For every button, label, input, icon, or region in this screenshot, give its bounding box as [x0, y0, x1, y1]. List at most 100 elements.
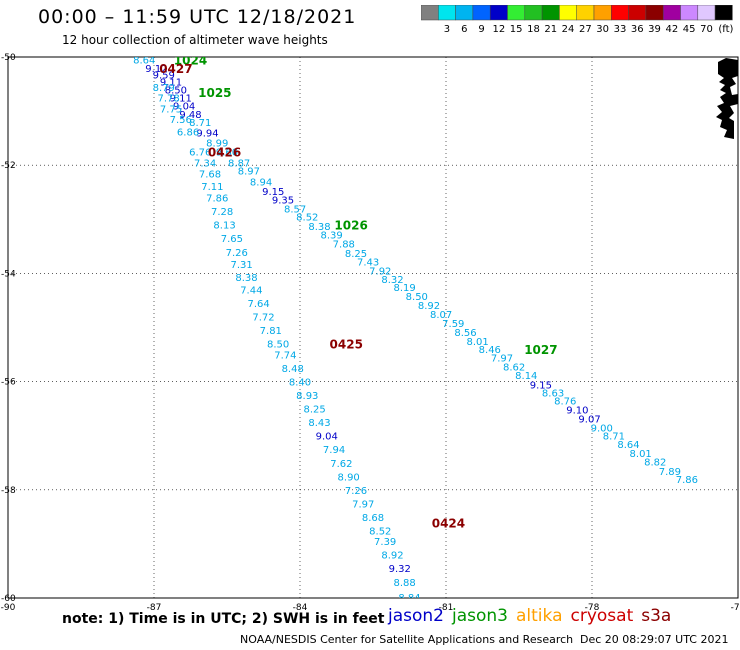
wave-height-label: 7.59 — [442, 319, 464, 330]
lon-tick-label: -78 — [585, 603, 600, 612]
wave-height-label: 8.63 — [542, 388, 564, 399]
wave-height-label: 8.46 — [479, 345, 501, 356]
wave-height-label: 7.92 — [369, 267, 391, 278]
satellite-legend: jason2 jason3 altika cryosat s3a — [388, 606, 679, 626]
lat-tick-label: -52 — [1, 161, 16, 171]
wave-height-label: 8.43 — [308, 418, 330, 429]
lat-tick-label: -56 — [1, 378, 16, 388]
wave-height-label: 7.65 — [221, 234, 243, 245]
wave-height-label: 8.48 — [282, 364, 304, 375]
wave-height-label: 7.88 — [333, 240, 355, 251]
wave-height-label: 7.78 — [157, 94, 179, 105]
lat-tick-label: -54 — [1, 269, 16, 279]
orbit-number-label: 0425 — [330, 338, 363, 352]
wave-height-label: 7.43 — [357, 257, 379, 268]
wave-height-label: 6.76 — [189, 148, 211, 159]
wave-height-label: 7.26 — [226, 248, 248, 259]
wave-height-label: 8.40 — [289, 378, 311, 389]
generated-timestamp: Dec 20 08:29:07 UTC 2021 — [580, 633, 729, 646]
wave-height-label: 8.92 — [381, 551, 403, 562]
wave-height-label: 8.38 — [308, 222, 330, 233]
wave-height-label: 8.50 — [406, 292, 428, 303]
colorbar-label: 30 — [596, 24, 609, 35]
wave-height-label: 8.94 — [250, 177, 272, 188]
wave-height-label: 8.01 — [630, 449, 652, 460]
wave-height-label: 7.11 — [201, 182, 223, 193]
lon-tick-label: -81 — [439, 603, 454, 612]
wave-height-label: 8.97 — [238, 167, 260, 178]
wave-height-label: 9.15 — [530, 380, 552, 391]
wave-height-label: 7.31 — [230, 260, 252, 271]
orbit-number-label: 0427 — [159, 62, 192, 76]
satellite-legend-item: altika — [516, 606, 563, 626]
wave-height-label: 9.10 — [566, 406, 588, 417]
wave-height-label: 7.75 — [160, 104, 182, 115]
wave-height-label: 9.32 — [389, 564, 411, 575]
wave-height-label: 8.13 — [213, 221, 235, 232]
wave-height-label: 8.87 — [228, 158, 250, 169]
wave-height-label: 9.12 — [145, 64, 167, 75]
wave-height-label: 9.35 — [272, 195, 294, 206]
colorbar-label: 21 — [544, 24, 557, 35]
wave-height-label: 8.07 — [430, 310, 452, 321]
wave-height-label: 7.72 — [252, 313, 274, 324]
orbit-number-label: 1024 — [174, 54, 207, 68]
wave-height-label: 8.64 — [133, 56, 155, 67]
wave-height-label: 8.62 — [503, 362, 525, 373]
wave-height-label: 7.39 — [374, 537, 396, 548]
wave-height-label: 8.71 — [603, 432, 625, 443]
wave-height-label: 8.39 — [321, 230, 343, 241]
wave-height-label: 8.99 — [206, 138, 228, 149]
wave-height-label: 7.44 — [240, 286, 262, 297]
wave-height-label: 8.82 — [644, 458, 666, 469]
orbit-number-label: 1027 — [524, 343, 557, 357]
satellite-legend-item: jason2 — [388, 606, 444, 626]
wave-height-label: 7.97 — [352, 499, 374, 510]
wave-height-label: 8.84 — [398, 593, 420, 604]
wave-height-label: 9.07 — [578, 414, 600, 425]
wave-height-label: 9.59 — [153, 70, 175, 81]
footer-note: note: 1) Time is in UTC; 2) SWH is in fe… — [62, 611, 385, 627]
orbit-number-label: 1026 — [334, 219, 367, 233]
colorbar-label: 18 — [527, 24, 540, 35]
wave-height-label: 7.86 — [206, 194, 228, 205]
wave-height-label: 7.34 — [194, 158, 216, 169]
wave-height-label: 7.86 — [676, 475, 698, 486]
wave-height-label: 8.71 — [189, 118, 211, 129]
wave-height-label: 8.19 — [394, 283, 416, 294]
colorbar-label: 42 — [665, 24, 678, 35]
colorbar-label: 33 — [614, 24, 627, 35]
coastline — [716, 58, 738, 139]
wave-height-label: 8.68 — [362, 513, 384, 524]
colorbar-label: 27 — [579, 24, 592, 35]
wave-height-label: 9.60 — [216, 148, 238, 159]
wave-height-label: 7.64 — [248, 299, 270, 310]
lon-tick-label: -84 — [293, 603, 308, 612]
wave-height-label: 7.89 — [659, 467, 681, 478]
wave-height-label: 9.11 — [170, 94, 192, 105]
colorbar-label: 36 — [631, 24, 644, 35]
orbit-number-label: 0426 — [208, 146, 241, 160]
wave-height-label: 8.90 — [338, 472, 360, 483]
wave-height-label: 8.88 — [394, 578, 416, 589]
wave-height-label: 8.79 — [153, 83, 175, 94]
wave-height-label: 8.50 — [267, 340, 289, 351]
color-legend: 3 6 9 12 15 18 21 24 27 30 33 36 39 42 45 70 (ft) — [421, 5, 734, 35]
wave-height-label: 8.56 — [454, 328, 476, 339]
lat-tick-label: -58 — [1, 486, 16, 496]
wave-height-label: 7.26 — [345, 486, 367, 497]
colorbar-label: 3 — [444, 24, 450, 35]
lon-tick-label: -75 — [731, 603, 740, 612]
credit-text: NOAA/NESDIS Center for Satellite Applica… — [240, 633, 574, 646]
satellite-legend-item: jason3 — [452, 606, 508, 626]
wave-height-label: 8.01 — [467, 337, 489, 348]
wave-height-label: 8.25 — [345, 249, 367, 260]
wave-height-label: 7.81 — [260, 326, 282, 337]
wave-height-label: 7.68 — [199, 169, 221, 180]
wave-height-label: 8.25 — [303, 405, 325, 416]
wave-height-label: 8.64 — [617, 440, 639, 451]
wave-height-label: 6.86 — [177, 128, 199, 139]
wave-height-label: 8.38 — [235, 273, 257, 284]
wave-height-label: 8.52 — [296, 213, 318, 224]
colorbar-swatch — [714, 5, 733, 21]
